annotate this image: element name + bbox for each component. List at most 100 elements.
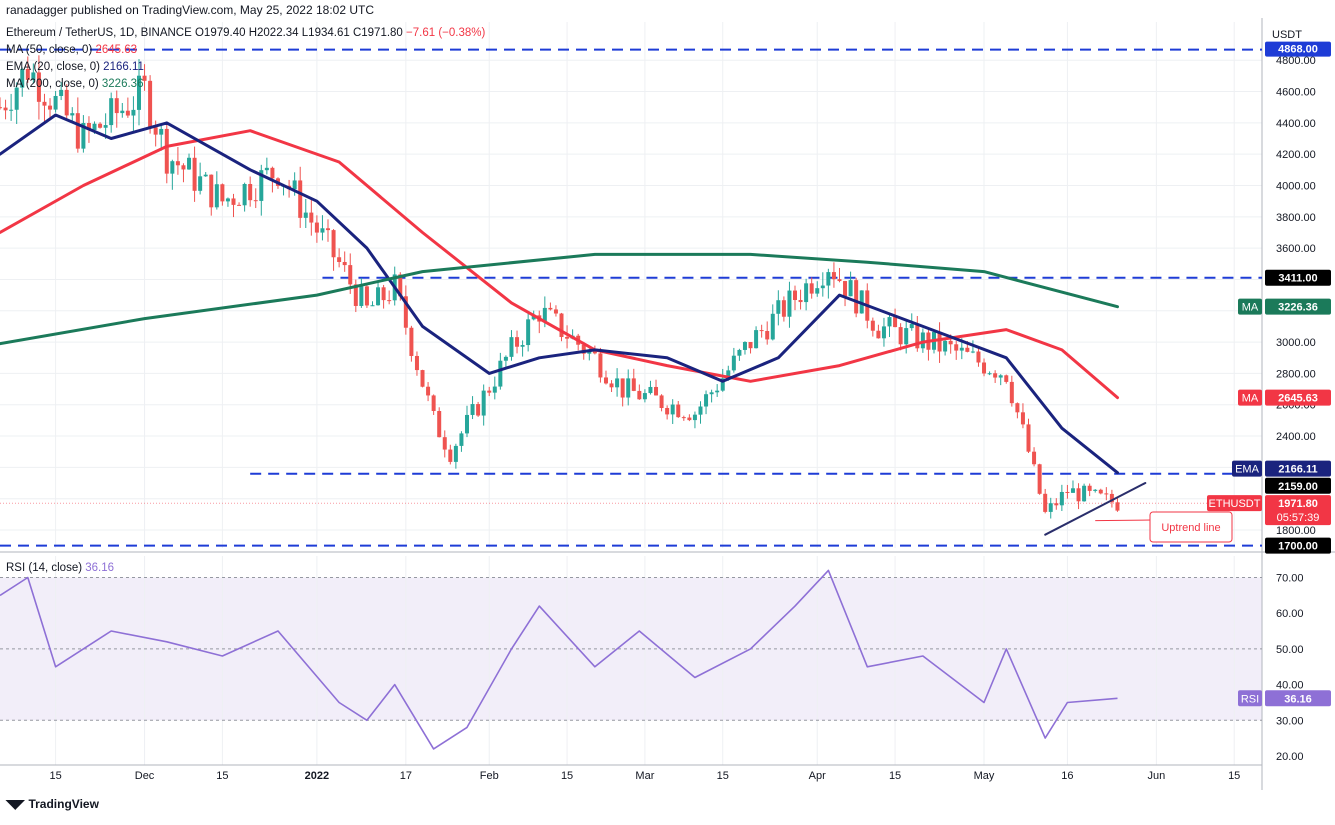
candle-body xyxy=(748,342,753,349)
x-tick-label: 17 xyxy=(400,770,412,782)
candle-body xyxy=(531,315,536,320)
candle-body xyxy=(387,300,392,302)
candle-body xyxy=(487,390,492,393)
candle-body xyxy=(492,386,497,393)
price-box-support-box xyxy=(1265,537,1331,554)
x-tick-label: 2022 xyxy=(305,770,329,782)
candle-body xyxy=(1020,412,1025,425)
candle-body xyxy=(342,261,347,266)
x-tick-label: Apr xyxy=(809,770,826,782)
legend-rsi-label: RSI (14, close) xyxy=(6,562,83,574)
candle-body xyxy=(181,165,186,170)
candle-body xyxy=(804,283,809,303)
candle-body xyxy=(1054,503,1059,506)
candle-body xyxy=(1015,403,1020,413)
x-tick-label: Mar xyxy=(635,770,654,782)
candle-body xyxy=(370,305,375,307)
price-tick-label: 4400.00 xyxy=(1276,118,1316,130)
candle-body xyxy=(731,355,736,371)
legend-rsi[interactable]: RSI (14, close) 36.16 xyxy=(6,562,114,574)
price-box-ma50: 2645.63 xyxy=(1278,393,1318,405)
ohlc-open: O1979.40 xyxy=(194,27,246,39)
candle-body xyxy=(587,351,592,354)
candle-body xyxy=(298,180,303,218)
candle-body xyxy=(670,404,675,415)
tradingview-brand: TradingView xyxy=(28,797,99,811)
price-tick-label: 3000.00 xyxy=(1276,337,1316,349)
candle-body xyxy=(25,68,30,80)
candle-body xyxy=(898,327,903,345)
candle-body xyxy=(309,212,314,223)
legend-ma50-value: 2645.63 xyxy=(95,44,138,56)
candle-body xyxy=(976,351,981,363)
candle-body xyxy=(248,183,253,201)
candle-body xyxy=(453,445,458,462)
candle-body xyxy=(98,123,103,128)
candle-body xyxy=(781,300,786,317)
candle-body xyxy=(592,351,597,354)
candle-body xyxy=(598,353,603,378)
legend-ema20[interactable]: EMA (20, close, 0) 2166.11 xyxy=(6,61,144,73)
symbol-legend: Ethereum / TetherUS, 1D, BINANCE O1979.4… xyxy=(6,27,485,39)
candle-body xyxy=(337,257,342,262)
price-box-countdown: 05:57:39 xyxy=(1277,512,1320,524)
candle-body xyxy=(36,72,41,102)
candle-body xyxy=(120,110,125,114)
ohlc-high: H2022.34 xyxy=(248,27,299,39)
x-tick-label: Jun xyxy=(1147,770,1165,782)
candle-body xyxy=(904,328,909,345)
candle-body xyxy=(1065,491,1070,493)
candle-body xyxy=(776,300,781,314)
candle-body xyxy=(654,386,659,396)
uptrend-callout-label: Uptrend line xyxy=(1161,522,1220,534)
candle-body xyxy=(704,394,709,407)
rsi-tick-label: 30.00 xyxy=(1276,715,1304,727)
rsi-tick-label: 60.00 xyxy=(1276,608,1304,620)
candle-body xyxy=(1070,488,1075,493)
candle-body xyxy=(142,75,147,81)
candle-body xyxy=(809,283,814,294)
price-tick-label: 4800.00 xyxy=(1276,55,1316,67)
symbol-title: Ethereum / TetherUS, 1D, BINANCE xyxy=(6,27,192,39)
tradingview-logo[interactable]: ◥◤ TradingView xyxy=(6,797,99,811)
price-tick-label: 4200.00 xyxy=(1276,149,1316,161)
candle-body xyxy=(153,127,158,135)
candle-body xyxy=(42,101,47,106)
candle-body xyxy=(164,128,169,174)
candle-body xyxy=(681,417,686,419)
candle-body xyxy=(442,437,447,450)
candle-body xyxy=(826,272,831,286)
price-tick-label: 3600.00 xyxy=(1276,243,1316,255)
candle-body xyxy=(253,200,258,202)
candle-body xyxy=(787,290,792,317)
candle-body xyxy=(31,72,36,80)
candle-body xyxy=(965,347,970,352)
candle-body xyxy=(1009,381,1014,404)
candle-body xyxy=(987,373,992,375)
candle-body xyxy=(1076,488,1081,502)
candle-body xyxy=(1043,493,1048,512)
candle-body xyxy=(692,414,697,421)
uptrend-line xyxy=(1044,482,1147,536)
candle-body xyxy=(136,75,141,110)
legend-ma50[interactable]: MA (50, close, 0) 2645.63 xyxy=(6,44,137,56)
x-tick-label: 15 xyxy=(561,770,573,782)
candle-body xyxy=(659,395,664,408)
ma200-tag: MA xyxy=(1242,302,1259,314)
candle-body xyxy=(626,378,631,398)
candle-body xyxy=(53,95,58,110)
candle-body xyxy=(870,320,875,331)
series-line-ema-20 xyxy=(0,113,1119,475)
legend-rsi-value: 36.16 xyxy=(85,562,115,574)
candle-body xyxy=(509,337,514,357)
candle-body xyxy=(403,296,408,328)
candle-body xyxy=(815,288,820,294)
candle-body xyxy=(698,406,703,415)
ma200-tag-box xyxy=(1238,298,1262,315)
price-axis-currency: USDT xyxy=(1272,29,1302,41)
tradingview-logo-icon: ◥◤ xyxy=(6,797,25,811)
legend-ma200[interactable]: MA (200, close, 0) 3226.36 xyxy=(6,78,143,90)
candle-body xyxy=(754,330,759,349)
